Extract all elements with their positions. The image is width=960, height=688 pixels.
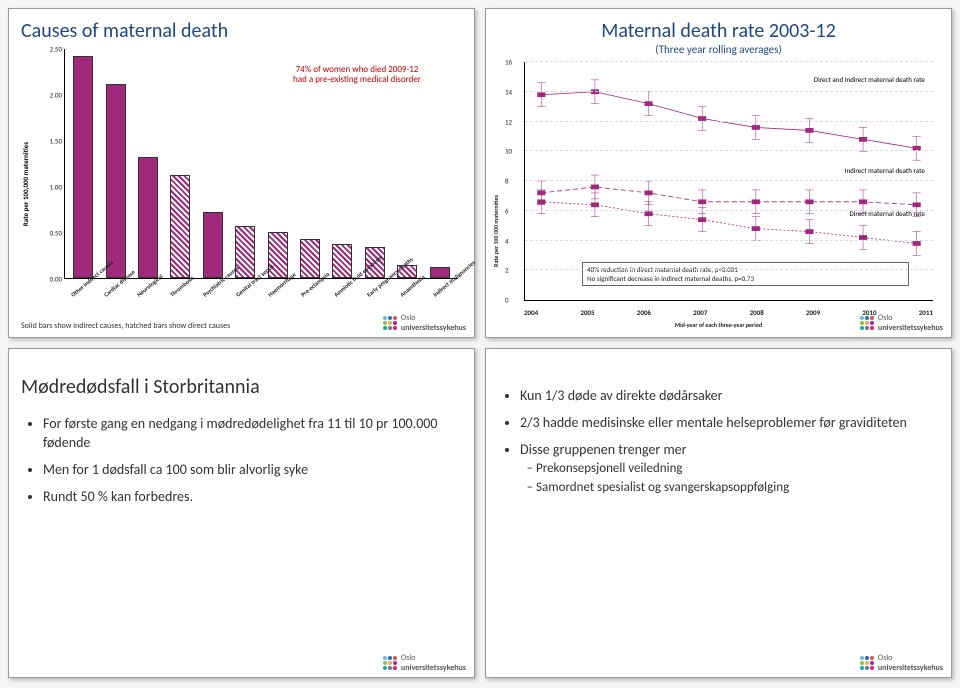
bullet: Disse gruppenen trenger mer Prekonsepsjo… [520, 441, 933, 497]
stat-line2: No significant decrease in indirect mate… [587, 274, 903, 283]
logo-text: Oslouniversitetssykehus [878, 313, 943, 333]
bar-plot: 0.000.501.001.502.002.50 Other Indirect … [34, 49, 462, 319]
bar [170, 175, 190, 278]
bar [332, 244, 352, 278]
slide3-title: Mødredødsfall i Storbritannia [21, 375, 462, 399]
logo-icon [383, 316, 397, 330]
slide1-title: Causes of maternal death [21, 19, 462, 43]
logo-text: Oslouniversitetssykehus [401, 653, 466, 673]
slide3-bullets: For første gang en nedgang i mødredødeli… [27, 415, 456, 515]
bar [203, 212, 223, 278]
logo-icon [860, 656, 874, 670]
slide-uk: Mødredødsfall i Storbritannia For første… [8, 348, 475, 678]
ann-direct: Direct maternal death rate [850, 210, 925, 218]
bullet: Men for 1 dødsfall ca 100 som blir alvor… [43, 461, 456, 480]
slide-rate: Maternal death rate 2003-12 (Three year … [485, 8, 952, 338]
logo: Oslouniversitetssykehus [860, 313, 943, 333]
bullet: Kun 1/3 døde av direkte dødårsaker [520, 387, 933, 406]
slide-grid: Causes of maternal death Rate per 100,00… [8, 8, 952, 678]
bar [430, 267, 450, 278]
line-ylabel: Rate per 100 000 maternities [492, 195, 500, 267]
bar-yaxis: 0.000.501.001.502.002.50 [34, 49, 62, 279]
logo-text: Oslouniversitetssykehus [878, 653, 943, 673]
bar [300, 239, 320, 278]
stat-box: 48% reduction in direct maternal death r… [582, 262, 908, 286]
sub-bullet: Samordnet spesialist og svangerskapsoppf… [536, 479, 933, 497]
ann-indirect: Indirect maternal death rate [845, 167, 925, 175]
slide2-head: Maternal death rate 2003-12 (Three year … [498, 19, 939, 56]
logo-icon [860, 316, 874, 330]
slide2-subtitle: (Three year rolling averages) [655, 43, 781, 56]
bar-chart: Rate per 100,000 maternities 0.000.501.0… [21, 49, 462, 319]
note-line2: had a pre-existing medical disorder [272, 75, 442, 85]
note-box: 74% of women who died 2009-12 had a pre-… [272, 65, 442, 86]
logo: Oslouniversitetssykehus [383, 653, 466, 673]
bullet: Rundt 50 % kan forbedres. [43, 488, 456, 507]
line-plot: Direct and Indirect maternal death rate … [524, 62, 933, 301]
slide4-bullets: Kun 1/3 døde av direkte dødårsaker 2/3 h… [504, 387, 933, 505]
slide-causes: Causes of maternal death Rate per 100,00… [8, 8, 475, 338]
bullet: 2/3 hadde medisinske eller mentale helse… [520, 414, 933, 433]
logo-icon [383, 656, 397, 670]
sub-bullet: Prekonsepsjonell veiledning [536, 460, 933, 478]
bullet-text: Disse gruppenen trenger mer [520, 441, 686, 458]
bar [138, 157, 158, 278]
slide-summary: Kun 1/3 døde av direkte dødårsaker 2/3 h… [485, 348, 952, 678]
bar-ylabel: Rate per 100,000 maternities [21, 142, 30, 226]
bar [106, 84, 126, 278]
line-chart: Rate per 100 000 maternities Direct and … [498, 58, 939, 331]
slide2-title: Maternal death rate 2003-12 [601, 19, 836, 43]
logo: Oslouniversitetssykehus [860, 653, 943, 673]
logo: Oslouniversitetssykehus [383, 313, 466, 333]
bar [73, 56, 93, 278]
bullet: For første gang en nedgang i mødredødeli… [43, 415, 456, 453]
logo-text: Oslouniversitetssykehus [401, 313, 466, 333]
ann-total: Direct and Indirect maternal death rate [814, 76, 925, 84]
